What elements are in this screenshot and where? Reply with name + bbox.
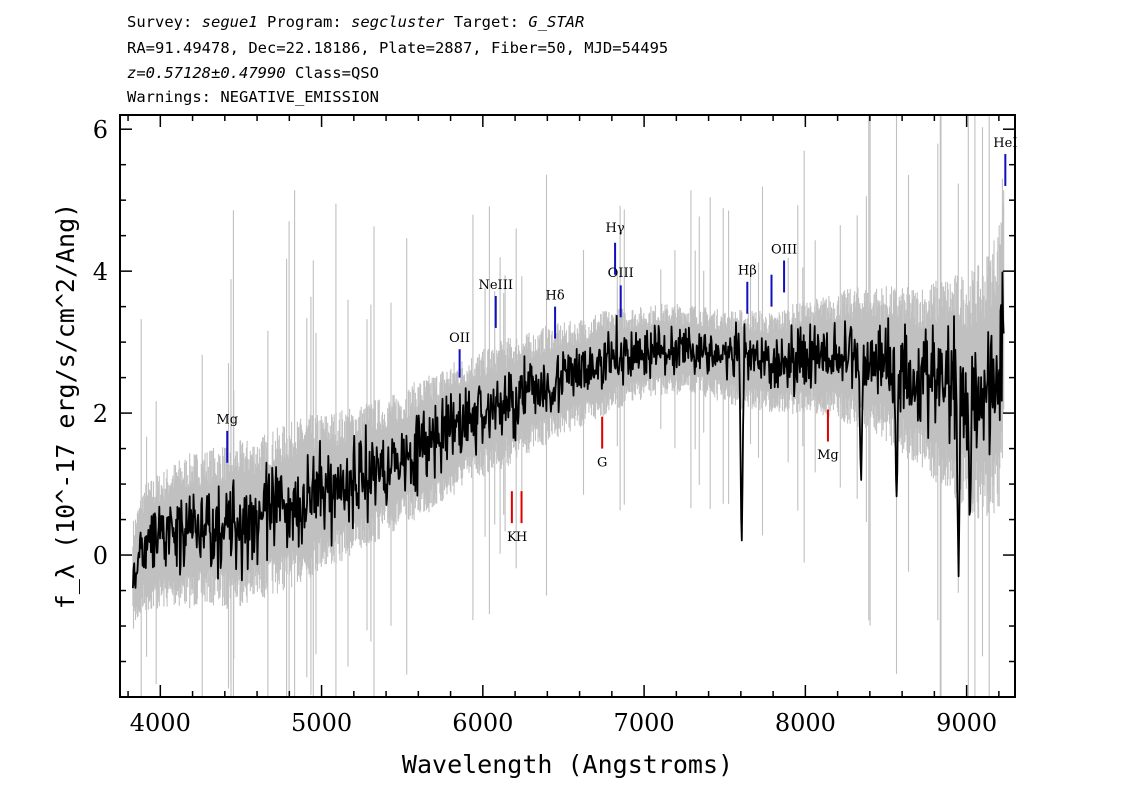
plot-frame — [119, 114, 1016, 698]
emission-line-label-6: Hβ — [738, 264, 757, 279]
y-tick-label: 4 — [93, 258, 108, 286]
y-tick-label: 2 — [93, 400, 108, 428]
absorption-line-label-1: H — [516, 530, 527, 545]
x-tick-label: 4000 — [130, 709, 191, 737]
x-tick-label: 5000 — [291, 709, 352, 737]
redshift-value: z=0.57128±0.47990 — [127, 64, 286, 82]
x-tick-label: 7000 — [614, 709, 675, 737]
error-band — [132, 115, 1005, 697]
flux-spectrum — [132, 271, 1005, 589]
header-line-1: Survey: segue1 Program: segcluster Targe… — [127, 13, 584, 31]
target-value: G_STAR — [528, 13, 585, 31]
x-tick-label: 9000 — [936, 709, 997, 737]
emission-line-label-0: Mg — [216, 413, 238, 428]
x-axis: 4000 5000 6000 7000 8000 9000 — [127, 115, 1000, 737]
x-axis-title: Wavelength (Angstroms) — [402, 750, 733, 779]
header-line-3: z=0.57128±0.47990 Class=QSO — [127, 64, 379, 82]
program-value: segcluster — [351, 13, 445, 31]
emission-line-label-9: HeI — [993, 136, 1017, 151]
x-tick-label: 6000 — [452, 709, 513, 737]
y-tick-label: 6 — [93, 116, 108, 144]
absorption-line-label-3: Mg — [817, 448, 839, 463]
class-value: Class=QSO — [294, 64, 379, 82]
y-tick-label: 0 — [93, 542, 108, 570]
emission-line-label-4: Hγ — [606, 221, 625, 236]
emission-line-label-8: OIII — [771, 242, 797, 257]
absorption-line-label-0: K — [507, 530, 517, 545]
survey-label: Survey: — [127, 13, 193, 31]
emission-line-label-5: OIII — [608, 266, 634, 281]
absorption-line-label-2: G — [597, 455, 607, 470]
program-label: Program: — [267, 13, 342, 31]
flux-spectrum-line — [132, 271, 1005, 589]
emission-line-label-2: NeIII — [478, 278, 512, 293]
x-tick-label: 8000 — [775, 709, 836, 737]
survey-value: segue1 — [201, 13, 258, 31]
y-axis: 0 2 4 6 — [93, 116, 1015, 698]
header-line-2: RA=91.49478, Dec=22.18186, Plate=2887, F… — [127, 39, 669, 57]
line-markers: Mg OII NeIII Hδ Hγ OIII Hβ OIII HeI K H G Mg — [216, 136, 1017, 545]
header-line-4: Warnings: NEGATIVE_EMISSION — [127, 88, 379, 106]
error-band-path — [132, 115, 1005, 697]
emission-line-label-1: OII — [449, 331, 470, 346]
y-axis-title: f_λ (10^-17 erg/s/cm^2/Ang) — [51, 203, 80, 609]
emission-line-label-3: Hδ — [545, 289, 564, 304]
target-label: Target: — [453, 13, 520, 31]
